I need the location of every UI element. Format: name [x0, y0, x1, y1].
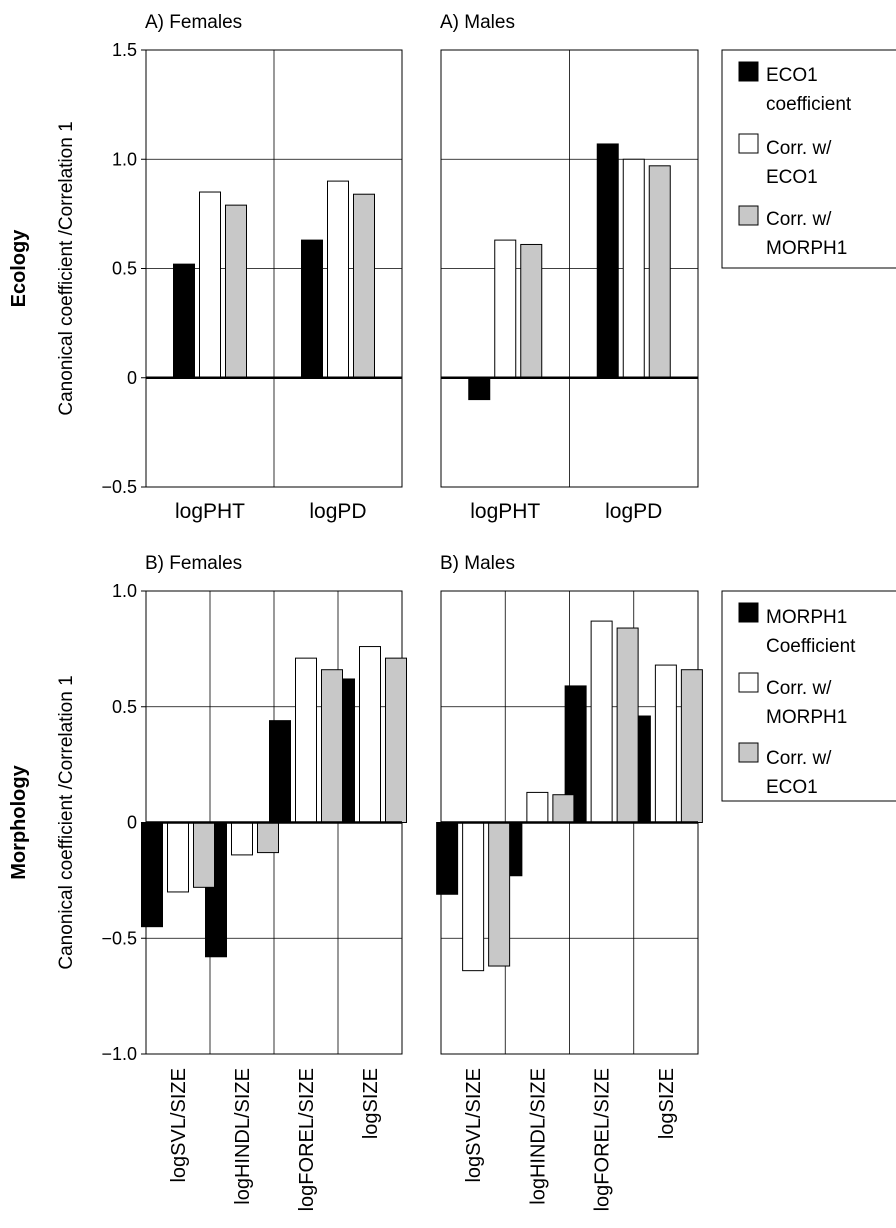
bar	[622, 158, 645, 379]
bar	[468, 377, 491, 401]
legend-swatch	[738, 602, 759, 623]
legend-box	[721, 49, 896, 269]
panel-title: B) Males	[440, 553, 515, 574]
bar	[231, 822, 253, 856]
legend-swatch	[738, 205, 759, 226]
y-axis-label: Canonical coefficient /Correlation 1	[56, 121, 77, 415]
category-label: logPD	[605, 500, 662, 523]
category-label: logPD	[309, 500, 366, 523]
bar	[269, 720, 291, 824]
legend-swatch	[738, 61, 759, 82]
legend-swatch	[738, 672, 759, 693]
panel-title: A) Females	[145, 12, 242, 33]
bar	[462, 822, 485, 972]
panel-title: A) Males	[440, 12, 515, 33]
bar	[327, 180, 349, 379]
bar	[199, 191, 221, 379]
y-tick-label: 1.0	[112, 581, 137, 601]
y-tick-label: −0.5	[101, 477, 137, 497]
row-label: Ecology	[8, 229, 30, 308]
y-tick-label: 1.0	[112, 149, 137, 169]
y-tick-label: 0.5	[112, 697, 137, 717]
bar	[141, 822, 163, 928]
legend-label: MORPH1 Coefficient	[766, 607, 856, 657]
bar	[648, 165, 671, 379]
bar	[193, 822, 215, 888]
bar	[488, 822, 511, 967]
category-label: logFOREL/SIZE	[592, 1068, 614, 1211]
bar	[167, 822, 189, 893]
bar	[590, 620, 613, 823]
bar	[494, 239, 517, 379]
legend-label: ECO1 coefficient	[766, 65, 852, 115]
bar	[295, 657, 317, 824]
bar	[173, 263, 195, 379]
bar	[596, 143, 619, 379]
category-label: logSIZE	[360, 1068, 382, 1139]
bar	[616, 627, 639, 823]
y-tick-label: 0.5	[112, 259, 137, 279]
bar	[520, 243, 543, 379]
category-label: logSVL/SIZE	[168, 1068, 190, 1183]
bar	[385, 657, 407, 824]
category-label: logSIZE	[656, 1068, 678, 1139]
legend: ECO1 coefficient Corr. w/ECO1 Corr. w/MORPH…	[721, 49, 896, 269]
panel-a-males: A) Males logPHT logPD	[440, 12, 699, 523]
category-label: logHINDL/SIZE	[232, 1068, 254, 1205]
panel-b-males: B) Males logSVL/SIZE logHINDL/SIZE logFOREL…	[436, 553, 703, 1211]
category-label: logFOREL/SIZE	[296, 1068, 318, 1211]
bar	[680, 669, 703, 824]
y-tick-label: −0.5	[101, 928, 137, 948]
category-label: logSVL/SIZE	[463, 1068, 485, 1183]
bar	[654, 664, 677, 824]
legend: MORPH1 Coefficient Corr. w/MORPH1 Corr. w/E…	[721, 590, 896, 802]
legend-label: Corr. w/ECO1	[766, 138, 832, 188]
panel-a-females: A) Females logPHT logPD	[145, 12, 403, 523]
y-axis-label: Canonical coefficient /Correlation 1	[56, 675, 77, 969]
y-tick-label: −1.0	[101, 1044, 137, 1064]
bar	[359, 646, 381, 823]
legend-label: Corr. w/MORPH1	[766, 678, 847, 728]
legend-label: Corr. w/ECO1	[766, 748, 832, 798]
bar	[301, 239, 323, 379]
panel-b-females: B) Females logSVL/SIZE logHINDL/SIZE logFOR…	[141, 553, 407, 1211]
legend-swatch	[738, 133, 759, 154]
bar	[225, 204, 247, 379]
category-label: logPHT	[470, 500, 540, 523]
bar	[526, 791, 549, 824]
bar	[353, 193, 375, 379]
bar	[436, 822, 459, 895]
category-label: logHINDL/SIZE	[527, 1068, 549, 1205]
row-label: Morphology	[8, 764, 30, 879]
category-label: logPHT	[175, 500, 245, 523]
chart-morphology: Morphology Canonical coefficient /Correla…	[8, 553, 896, 1211]
bar	[257, 822, 279, 854]
bar	[552, 794, 575, 823]
bar	[321, 669, 343, 824]
y-tick-label: 0	[127, 813, 137, 833]
y-tick-label: 0	[127, 368, 137, 388]
y-tick-label: 1.5	[112, 40, 137, 60]
legend-box	[721, 590, 896, 802]
legend-label: Corr. w/MORPH1	[766, 209, 847, 259]
panel-title: B) Females	[145, 553, 242, 574]
chart-ecology: Ecology Canonical coefficient /Correlatio…	[8, 12, 896, 523]
legend-swatch	[738, 742, 759, 763]
